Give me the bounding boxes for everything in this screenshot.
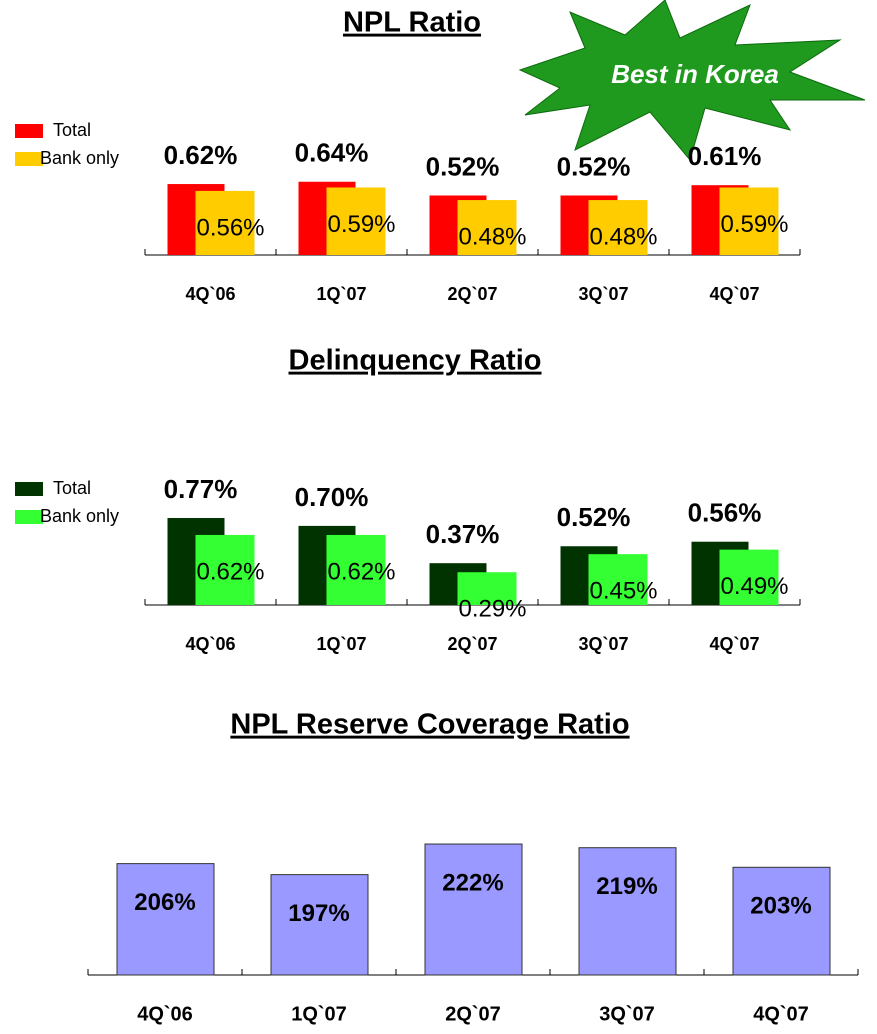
x-tick-label: 3Q`07	[599, 1003, 655, 1025]
value-label: 0.59%	[327, 211, 395, 238]
value-label: 0.56%	[688, 498, 762, 528]
value-label: 0.77%	[164, 474, 238, 504]
x-tick-label: 4Q`07	[753, 1003, 809, 1025]
value-label: 0.64%	[295, 138, 369, 168]
x-tick-label: 4Q`07	[709, 634, 759, 654]
x-tick-label: 4Q`06	[137, 1003, 193, 1025]
bar	[195, 534, 255, 605]
annotation: Best in Korea	[611, 59, 779, 89]
chart-title: NPL Reserve Coverage Ratio	[230, 709, 629, 741]
value-label: 0.45%	[589, 577, 657, 604]
chart-title: NPL Ratio	[343, 7, 481, 39]
bar	[578, 847, 677, 976]
value-label: 0.52%	[557, 502, 631, 532]
x-tick-label: 4Q`07	[709, 284, 759, 304]
bar	[326, 187, 386, 255]
value-label: 0.37%	[426, 519, 500, 549]
x-tick-label: 4Q`06	[185, 284, 235, 304]
value-label: 0.61%	[688, 141, 762, 171]
value-label: 0.52%	[426, 151, 500, 181]
value-label: 0.62%	[164, 140, 238, 170]
x-tick-label: 4Q`06	[185, 634, 235, 654]
value-label: 0.56%	[196, 214, 264, 241]
bar	[116, 863, 215, 976]
legend-swatch	[15, 152, 43, 166]
x-tick-label: 1Q`07	[291, 1003, 347, 1025]
value-label: 0.52%	[557, 151, 631, 181]
legend-label: Total	[53, 478, 91, 498]
x-tick-label: 2Q`07	[447, 284, 497, 304]
bar	[588, 200, 648, 255]
value-label: 219%	[596, 873, 657, 900]
bar	[457, 572, 517, 605]
bar	[326, 534, 386, 605]
legend-swatch	[15, 482, 43, 496]
legend-swatch	[15, 510, 43, 524]
bar	[732, 866, 831, 976]
value-label: 0.29%	[458, 596, 526, 623]
value-label: 0.48%	[458, 223, 526, 250]
legend-label: Bank only	[40, 148, 119, 168]
bar	[719, 187, 779, 255]
legend-swatch	[15, 124, 43, 138]
value-label: 197%	[288, 900, 349, 927]
value-label: 203%	[750, 893, 811, 920]
x-tick-label: 2Q`07	[445, 1003, 501, 1025]
x-tick-label: 3Q`07	[578, 634, 628, 654]
starburst	[518, 0, 866, 162]
bar	[270, 874, 369, 976]
value-label: 0.70%	[295, 482, 369, 512]
bar	[424, 843, 523, 976]
value-label: 0.48%	[589, 223, 657, 250]
bar	[457, 200, 517, 255]
bar	[719, 549, 779, 605]
x-tick-label: 2Q`07	[447, 634, 497, 654]
value-label: 0.62%	[327, 558, 395, 585]
value-label: 222%	[442, 869, 503, 896]
legend-label: Total	[53, 120, 91, 140]
bar	[588, 554, 648, 605]
value-label: 0.59%	[720, 211, 788, 238]
legend-label: Bank only	[40, 506, 119, 526]
value-label: 0.62%	[196, 558, 264, 585]
bar	[195, 190, 255, 255]
value-label: 0.49%	[720, 573, 788, 600]
value-label: 206%	[134, 889, 195, 916]
x-tick-label: 1Q`07	[316, 284, 366, 304]
x-tick-label: 3Q`07	[578, 284, 628, 304]
chart-title: Delinquency Ratio	[289, 345, 542, 377]
x-tick-label: 1Q`07	[316, 634, 366, 654]
